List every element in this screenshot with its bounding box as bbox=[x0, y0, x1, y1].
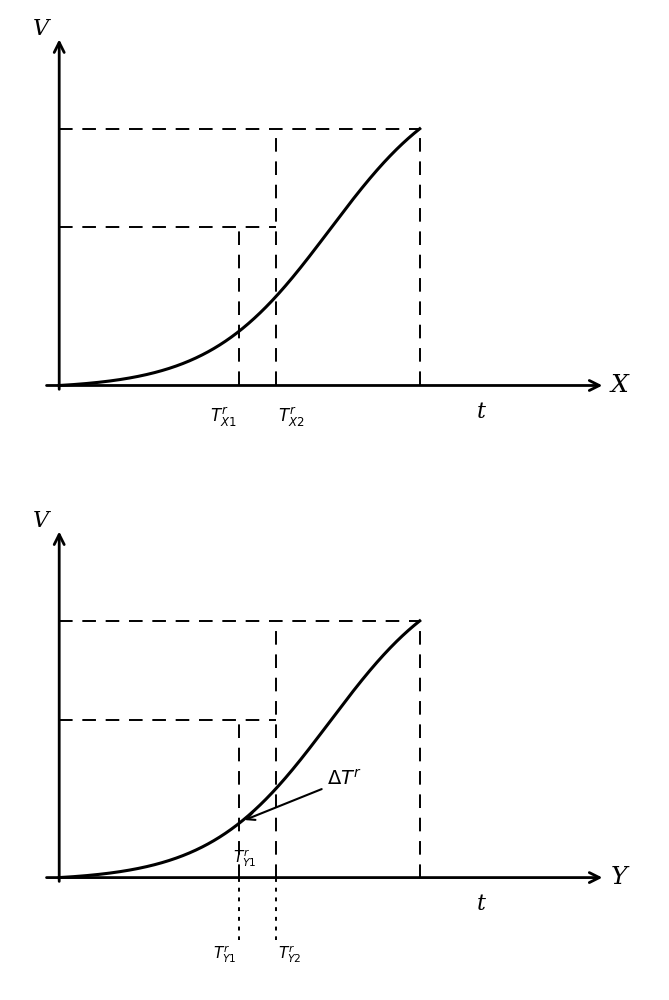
Text: $T_{Y1}^{r}$: $T_{Y1}^{r}$ bbox=[233, 848, 256, 869]
Text: $T_{X2}^{r}$: $T_{X2}^{r}$ bbox=[278, 405, 304, 429]
Text: $T_{Y2}^{r}$: $T_{Y2}^{r}$ bbox=[278, 943, 302, 965]
Text: V: V bbox=[33, 510, 50, 532]
Text: Y: Y bbox=[610, 866, 627, 889]
Text: t: t bbox=[477, 893, 486, 915]
Text: $T_{Y1}^{r}$: $T_{Y1}^{r}$ bbox=[213, 943, 237, 965]
Text: V: V bbox=[33, 18, 50, 40]
Text: $\Delta T^{r}$: $\Delta T^{r}$ bbox=[247, 770, 362, 820]
Text: X: X bbox=[610, 374, 628, 397]
Text: t: t bbox=[477, 401, 486, 423]
Text: $T_{X1}^{r}$: $T_{X1}^{r}$ bbox=[210, 405, 237, 429]
